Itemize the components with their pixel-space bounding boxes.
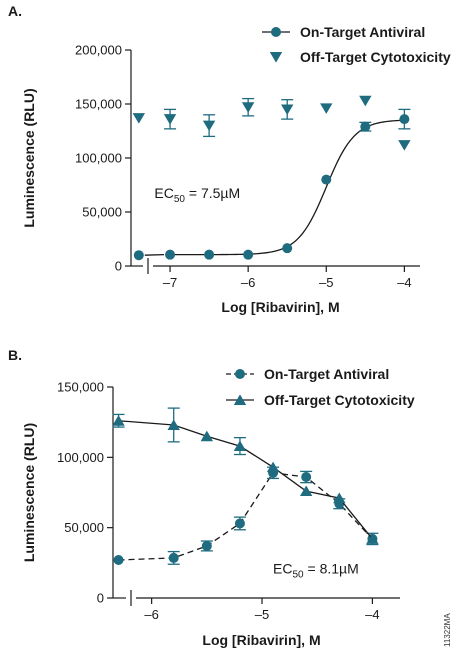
ec50-subscript: 50 (174, 194, 186, 205)
ec50-prefix: EC (154, 185, 173, 201)
ec50-prefix: EC (273, 560, 292, 576)
legend-marker (233, 394, 247, 405)
x-tick-label: –5 (255, 607, 269, 622)
data-point (165, 249, 176, 260)
legend-entry: Off-Target Cytotoxicity (226, 392, 415, 408)
legend-entry: On-Target Antiviral (262, 24, 425, 40)
ec50-annotation: EC50 = 8.1µM (273, 560, 359, 580)
data-point (301, 472, 312, 483)
panel-label: B. (8, 347, 22, 363)
y-tick-label: 150,000 (57, 380, 104, 395)
ec50-annotation: EC50 = 7.5µM (154, 185, 240, 205)
y-tick-label: 100,000 (75, 151, 122, 166)
data-point (204, 249, 215, 260)
panel-a-chart: A. 0 50,000 100,000 150,000 200,000 –7 –6 –5 –4 Lo… (8, 3, 451, 315)
y-tick-label: 0 (97, 591, 104, 606)
data-point (366, 533, 379, 544)
legend-label: On-Target Antiviral (300, 24, 425, 40)
data-point (132, 113, 146, 124)
data-point (398, 140, 411, 151)
legend-label: Off-Target Cytotoxicity (300, 49, 451, 65)
x-axis-title: Log [Ribavirin], M (202, 632, 320, 648)
legend-entry: Off-Target Cytotoxicity (269, 49, 451, 65)
y-tick-label: 50,000 (82, 205, 122, 220)
x-tick-label: –6 (241, 275, 255, 290)
data-point (333, 492, 346, 504)
legend-label: On-Target Antiviral (264, 366, 389, 382)
data-point (399, 114, 410, 125)
panel-b-chart: B. 0 50,000 100,000 150,000 –6 –5 –4 Log [Ribavi… (8, 347, 415, 648)
data-point (200, 430, 214, 442)
data-point (320, 103, 333, 114)
legend-marker (271, 27, 281, 37)
ec50-suffix: = 7.5µM (185, 185, 240, 201)
y-axis-title: Luminescence (RLU) (21, 88, 37, 227)
series-on-target-antiviral (133, 108, 411, 261)
data-point (234, 518, 245, 529)
legend-marker (269, 52, 283, 63)
data-point (113, 555, 124, 566)
x-tick-label: –6 (144, 607, 158, 622)
data-point (360, 121, 371, 132)
x-tick-label: –4 (397, 275, 411, 290)
data-point (243, 249, 254, 260)
data-point (233, 440, 247, 452)
y-tick-label: 150,000 (75, 97, 122, 112)
y-tick-label: 50,000 (64, 520, 104, 535)
fit-leader (144, 254, 165, 256)
legend-label: Off-Target Cytotoxicity (264, 392, 415, 408)
data-point (359, 95, 372, 107)
series-on-target-antiviral (113, 466, 379, 566)
y-axis-title: Luminescence (RLU) (21, 423, 37, 562)
data-point (299, 485, 313, 497)
x-axis-title: Log [Ribavirin], M (221, 299, 339, 315)
panel-label: A. (8, 3, 22, 19)
data-point (266, 461, 280, 473)
x-tick-label: –4 (365, 607, 379, 622)
legend-entry: On-Target Antiviral (226, 366, 389, 382)
y-tick-label: 200,000 (75, 43, 122, 58)
ec50-subscript: 50 (293, 569, 305, 580)
data-point (241, 102, 255, 113)
data-point (281, 104, 294, 115)
data-point (133, 250, 144, 261)
series-line (118, 472, 373, 561)
x-tick-label: –5 (319, 275, 333, 290)
data-point (112, 415, 125, 426)
data-point (201, 540, 212, 551)
data-point (168, 552, 179, 563)
ec50-suffix: = 8.1µM (304, 560, 359, 576)
data-point (202, 120, 216, 132)
data-point (282, 243, 293, 254)
figure-code: 11322MA (443, 613, 452, 647)
legend-marker (235, 369, 245, 379)
series-off-target-cytotoxicity (132, 95, 411, 151)
y-tick-label: 100,000 (57, 450, 104, 465)
data-point (321, 174, 332, 185)
data-point (163, 114, 177, 125)
data-point (167, 419, 180, 430)
series-off-target-cytotoxicity (112, 407, 379, 544)
series-line (118, 420, 373, 540)
x-tick-label: –7 (163, 275, 177, 290)
y-tick-label: 0 (115, 259, 122, 274)
